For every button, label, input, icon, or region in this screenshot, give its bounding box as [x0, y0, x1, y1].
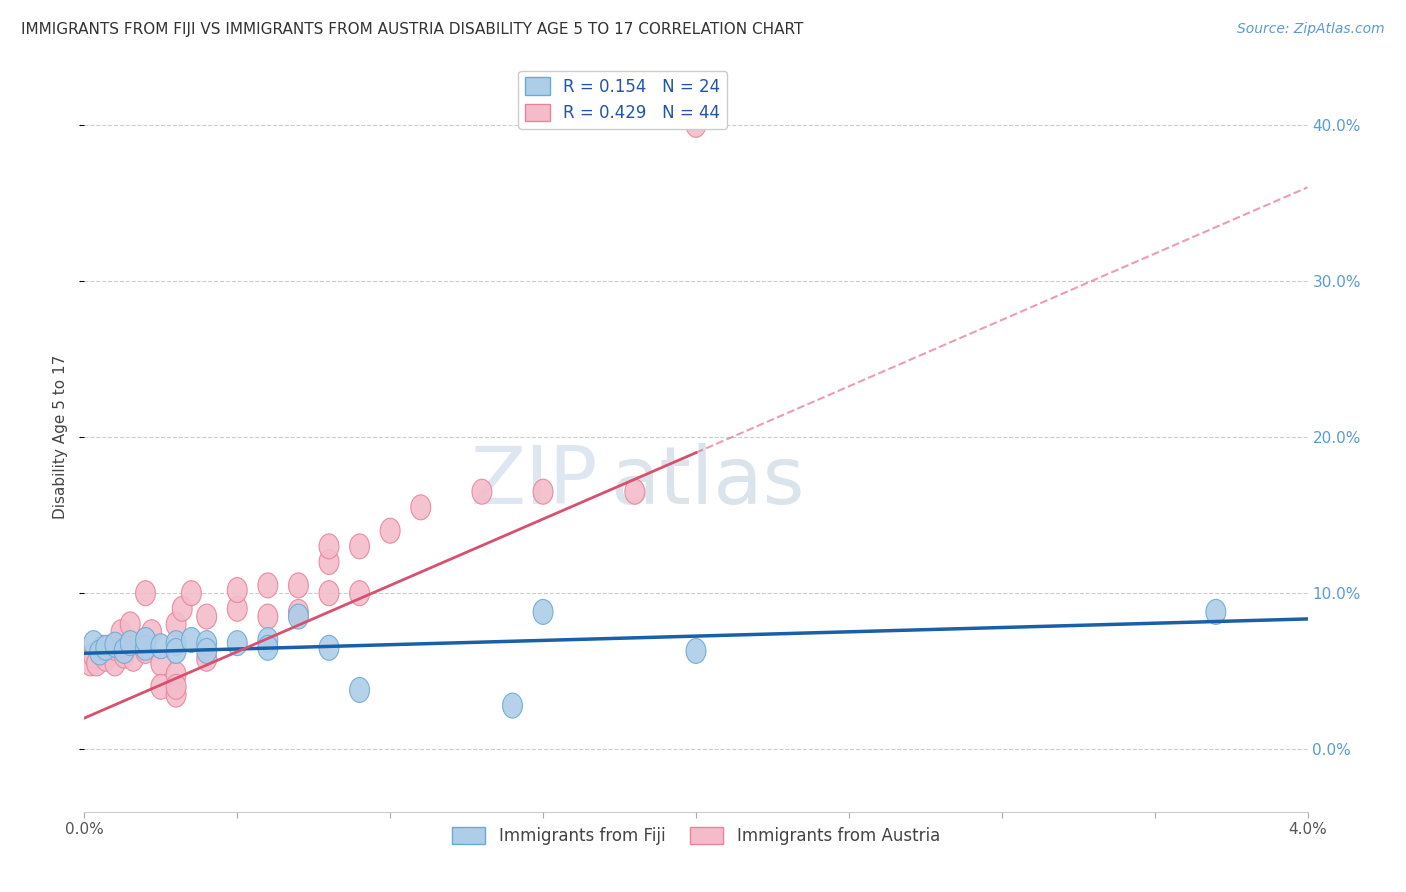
Ellipse shape: [166, 639, 186, 664]
Ellipse shape: [135, 581, 156, 606]
Ellipse shape: [96, 646, 115, 672]
Ellipse shape: [135, 628, 156, 653]
Ellipse shape: [319, 635, 339, 660]
Ellipse shape: [257, 573, 278, 598]
Ellipse shape: [472, 479, 492, 504]
Ellipse shape: [150, 633, 170, 658]
Ellipse shape: [105, 651, 125, 676]
Ellipse shape: [83, 643, 104, 668]
Ellipse shape: [93, 635, 112, 660]
Ellipse shape: [150, 651, 170, 676]
Ellipse shape: [319, 581, 339, 606]
Ellipse shape: [624, 479, 645, 504]
Ellipse shape: [166, 674, 186, 699]
Ellipse shape: [166, 631, 186, 656]
Ellipse shape: [87, 651, 107, 676]
Ellipse shape: [257, 604, 278, 629]
Ellipse shape: [350, 581, 370, 606]
Ellipse shape: [288, 573, 308, 598]
Ellipse shape: [111, 620, 131, 645]
Ellipse shape: [166, 682, 186, 707]
Ellipse shape: [411, 495, 430, 520]
Ellipse shape: [686, 639, 706, 664]
Text: IMMIGRANTS FROM FIJI VS IMMIGRANTS FROM AUSTRIA DISABILITY AGE 5 TO 17 CORRELATI: IMMIGRANTS FROM FIJI VS IMMIGRANTS FROM …: [21, 22, 803, 37]
Ellipse shape: [502, 693, 523, 718]
Ellipse shape: [98, 635, 118, 660]
Ellipse shape: [288, 599, 308, 624]
Ellipse shape: [319, 533, 339, 558]
Ellipse shape: [288, 604, 308, 629]
Ellipse shape: [1206, 599, 1226, 624]
Text: ZIP: ZIP: [471, 443, 598, 521]
Ellipse shape: [228, 578, 247, 603]
Legend: Immigrants from Fiji, Immigrants from Austria: Immigrants from Fiji, Immigrants from Au…: [446, 821, 946, 852]
Ellipse shape: [228, 597, 247, 621]
Ellipse shape: [142, 620, 162, 645]
Ellipse shape: [350, 678, 370, 703]
Ellipse shape: [166, 612, 186, 637]
Ellipse shape: [124, 646, 143, 672]
Ellipse shape: [228, 631, 247, 656]
Ellipse shape: [166, 662, 186, 687]
Ellipse shape: [197, 604, 217, 629]
Ellipse shape: [80, 651, 100, 676]
Ellipse shape: [380, 518, 401, 543]
Ellipse shape: [181, 628, 201, 653]
Ellipse shape: [319, 549, 339, 574]
Ellipse shape: [173, 597, 193, 621]
Ellipse shape: [135, 635, 156, 660]
Ellipse shape: [533, 479, 553, 504]
Ellipse shape: [135, 639, 156, 664]
Ellipse shape: [150, 674, 170, 699]
Ellipse shape: [686, 112, 706, 137]
Ellipse shape: [114, 639, 134, 664]
Ellipse shape: [114, 643, 134, 668]
Ellipse shape: [117, 635, 138, 660]
Ellipse shape: [135, 628, 156, 653]
Ellipse shape: [197, 646, 217, 672]
Ellipse shape: [181, 581, 201, 606]
Ellipse shape: [105, 635, 125, 660]
Ellipse shape: [257, 628, 278, 653]
Ellipse shape: [96, 635, 115, 660]
Ellipse shape: [83, 631, 104, 656]
Y-axis label: Disability Age 5 to 17: Disability Age 5 to 17: [53, 355, 69, 519]
Ellipse shape: [121, 631, 141, 656]
Ellipse shape: [90, 640, 110, 665]
Ellipse shape: [121, 612, 141, 637]
Ellipse shape: [105, 632, 125, 657]
Text: atlas: atlas: [610, 443, 804, 521]
Ellipse shape: [197, 639, 217, 664]
Ellipse shape: [257, 635, 278, 660]
Ellipse shape: [350, 533, 370, 558]
Text: Source: ZipAtlas.com: Source: ZipAtlas.com: [1237, 22, 1385, 37]
Ellipse shape: [197, 631, 217, 656]
Ellipse shape: [533, 599, 553, 624]
